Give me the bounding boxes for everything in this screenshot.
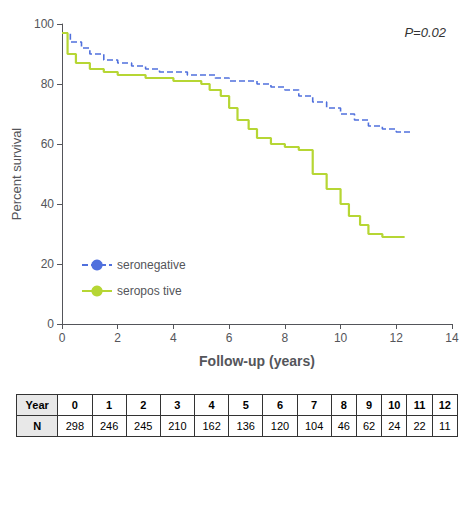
html-text:120: 120 <box>270 420 290 432</box>
html-text:10: 10 <box>388 399 401 411</box>
html-text:6: 6 <box>276 399 283 411</box>
svg-text:0: 0 <box>59 331 66 345</box>
svg-text:seronegative: seronegative <box>117 258 186 272</box>
svg-text:0: 0 <box>47 317 54 331</box>
html-text:2: 2 <box>140 399 147 411</box>
svg-text:8: 8 <box>282 331 289 345</box>
html-text:7: 7 <box>311 399 318 411</box>
html-text:8: 8 <box>340 399 347 411</box>
html-text:3: 3 <box>174 399 181 411</box>
svg-text:4: 4 <box>170 331 177 345</box>
html-text:46: 46 <box>337 420 350 432</box>
svg-text:60: 60 <box>41 137 55 151</box>
html-text:162: 162 <box>202 420 221 432</box>
html-text:0: 0 <box>71 399 78 411</box>
svg-text:10: 10 <box>334 331 348 345</box>
html-text:104: 104 <box>304 420 324 432</box>
html-text:9: 9 <box>366 399 373 411</box>
html-text:298: 298 <box>65 420 85 432</box>
html-text:11: 11 <box>439 420 451 432</box>
html-text:22: 22 <box>413 420 426 432</box>
html-text:24: 24 <box>388 420 401 432</box>
svg-text:12: 12 <box>390 331 404 345</box>
svg-text:80: 80 <box>41 77 55 91</box>
svg-text:14: 14 <box>445 331 459 345</box>
html-text:136: 136 <box>236 420 255 432</box>
svg-text:P=0.02: P=0.02 <box>404 25 446 40</box>
svg-text:6: 6 <box>226 331 233 345</box>
svg-text:Percent survival: Percent survival <box>9 128 24 221</box>
svg-text:seropos tive: seropos tive <box>117 284 182 298</box>
svg-text:Follow-up (years): Follow-up (years) <box>199 353 315 369</box>
html-text:4: 4 <box>208 399 215 411</box>
html-text:N: N <box>33 420 42 432</box>
svg-text:2: 2 <box>114 331 121 345</box>
svg-text:100: 100 <box>34 17 54 31</box>
html-text:62: 62 <box>362 420 376 432</box>
html-text:246: 246 <box>99 420 119 432</box>
html-text:245: 245 <box>134 420 153 432</box>
html-text:5: 5 <box>242 399 249 411</box>
svg-text:40: 40 <box>41 197 55 211</box>
html-text:Year: Year <box>25 399 49 411</box>
svg-text:20: 20 <box>41 257 55 271</box>
html-text:12: 12 <box>438 399 451 411</box>
html-text:1: 1 <box>106 399 113 411</box>
html-text:11: 11 <box>413 399 426 411</box>
html-text:210: 210 <box>168 420 187 432</box>
